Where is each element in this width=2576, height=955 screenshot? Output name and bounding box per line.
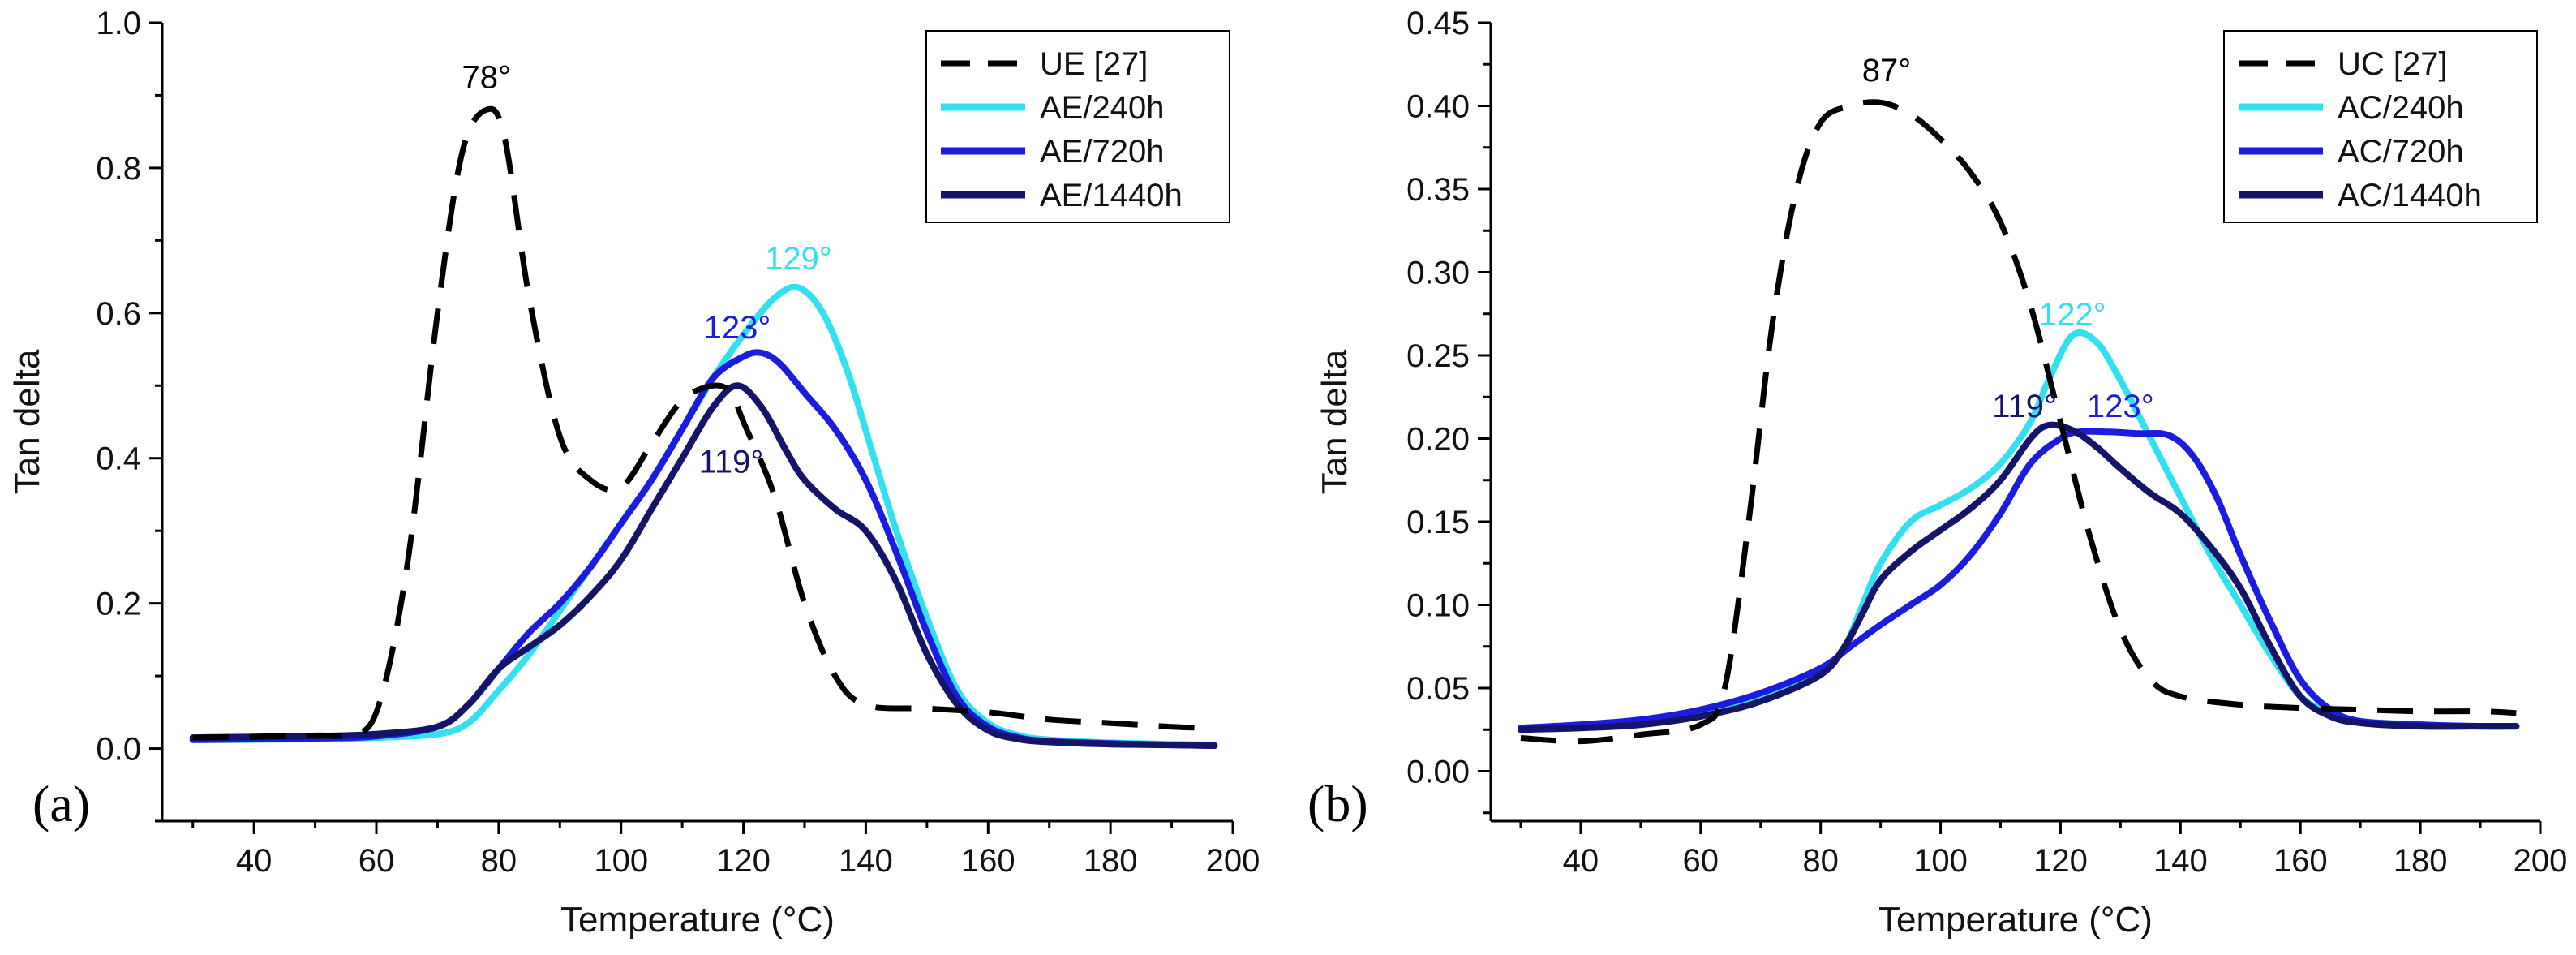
x-tick-label: 40 bbox=[236, 843, 273, 879]
chart-panel-b: 40 60 80 100 120 140 160 180 200 0.00 0.05 0.10 0.15… bbox=[1307, 6, 2567, 940]
y-tick-label: 0.2 bbox=[96, 587, 141, 622]
y-tick-label: 0.30 bbox=[1406, 256, 1470, 291]
peak-annotation: 123° bbox=[2087, 389, 2154, 424]
y-tick-label: 0.35 bbox=[1406, 172, 1470, 208]
panel-label: (b) bbox=[1307, 775, 1368, 832]
y-tick-label: 0.4 bbox=[96, 441, 141, 477]
legend-entry-label: UE [27] bbox=[1040, 46, 1148, 82]
peak-annotation: 87° bbox=[1862, 53, 1912, 88]
y-tick-label: 0.00 bbox=[1406, 755, 1470, 790]
y-tick-label: 1.0 bbox=[96, 6, 141, 41]
y-tick-label: 0.10 bbox=[1406, 588, 1470, 624]
legend-entry-label: AE/720h bbox=[1040, 134, 1164, 170]
legend: UC [27] AC/240h AC/720h AC/1440h bbox=[2223, 30, 2538, 223]
legend-box bbox=[2223, 30, 2538, 223]
series-line-ac-1440h bbox=[1518, 421, 2520, 733]
y-tick-label: 0.20 bbox=[1406, 422, 1470, 458]
y-axis-title: Tan delta bbox=[7, 349, 47, 494]
x-tick-label: 100 bbox=[1913, 843, 1968, 879]
peak-annotation: 123° bbox=[704, 310, 771, 346]
x-tick-label: 200 bbox=[2514, 843, 2568, 879]
legend: UE [27] AE/240h AE/720h AE/1440h bbox=[925, 30, 1230, 223]
x-tick-label: 180 bbox=[2394, 843, 2448, 879]
series-line-uc-27 bbox=[1520, 99, 2517, 745]
series-line-ae-1440h bbox=[189, 382, 1218, 749]
chart-panel-a: 40 60 80 100 120 140 160 180 200 0.0 0.2 0.4 0.6 0.8 1… bbox=[7, 6, 1260, 940]
x-tick-label: 140 bbox=[839, 843, 893, 879]
y-tick-label: 0.15 bbox=[1406, 505, 1470, 540]
x-tick-label: 180 bbox=[1084, 843, 1138, 879]
peak-annotation: 122° bbox=[2039, 297, 2106, 333]
x-tick-label: 140 bbox=[2153, 843, 2208, 879]
peak-annotation: 129° bbox=[765, 241, 832, 277]
legend-entry-label: AC/1440h bbox=[2338, 178, 2482, 213]
legend-entry-label: AC/240h bbox=[2338, 90, 2464, 126]
x-tick-label: 160 bbox=[2273, 843, 2328, 879]
series-line-ac-720h bbox=[1518, 428, 2520, 732]
x-tick-label: 120 bbox=[716, 843, 771, 879]
legend-entry-label: AE/240h bbox=[1040, 90, 1164, 126]
peak-annotation: 119° bbox=[699, 445, 764, 480]
x-tick-label: 80 bbox=[1802, 843, 1839, 879]
x-axis-title: Temperature (°C) bbox=[560, 900, 835, 940]
x-tick-label: 200 bbox=[1206, 843, 1260, 879]
x-tick-label: 80 bbox=[481, 843, 517, 879]
y-tick-label: 0.45 bbox=[1406, 6, 1470, 41]
peak-annotation: 78° bbox=[462, 60, 512, 96]
legend-entry-label: AC/720h bbox=[2338, 134, 2464, 170]
peak-annotation: 119° bbox=[1992, 389, 2057, 424]
x-tick-label: 100 bbox=[594, 843, 648, 879]
x-axis-title: Temperature (°C) bbox=[1878, 900, 2153, 940]
y-tick-label: 0.6 bbox=[96, 296, 141, 332]
y-tick-label: 0.40 bbox=[1406, 89, 1470, 125]
y-tick-label: 0.8 bbox=[96, 151, 141, 187]
panel-label: (a) bbox=[32, 775, 90, 832]
legend-box bbox=[925, 30, 1230, 223]
series-line-ue-27 bbox=[192, 105, 1215, 741]
legend-entry-label: AE/1440h bbox=[1040, 178, 1183, 213]
x-tick-label: 40 bbox=[1563, 843, 1599, 879]
x-tick-label: 60 bbox=[1683, 843, 1719, 879]
legend-entry-label: UC [27] bbox=[2338, 46, 2448, 82]
x-tick-label: 60 bbox=[358, 843, 395, 879]
y-tick-label: 0.25 bbox=[1406, 338, 1470, 374]
y-axis-title: Tan delta bbox=[1315, 349, 1355, 494]
y-tick-label: 0.0 bbox=[96, 732, 141, 768]
x-tick-label: 120 bbox=[2033, 843, 2088, 879]
x-tick-label: 160 bbox=[961, 843, 1015, 879]
y-tick-label: 0.05 bbox=[1406, 671, 1470, 707]
